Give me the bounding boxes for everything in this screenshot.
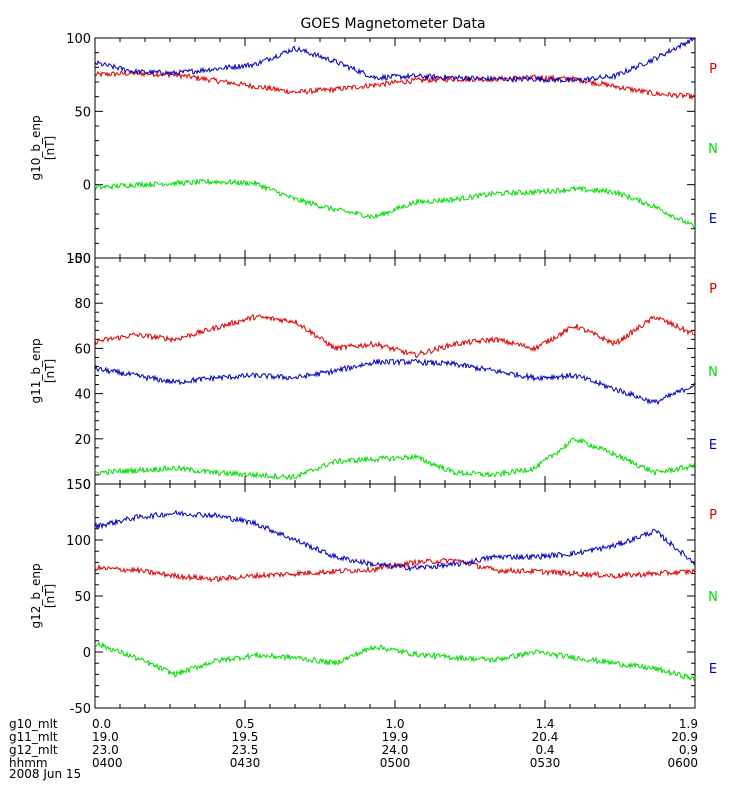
y-axis-label: g10_b_enp: [29, 115, 43, 180]
footer-cell: 0600: [667, 756, 698, 770]
y-tick-label: -50: [70, 252, 91, 267]
y-axis-label: g12_b_enp: [29, 563, 43, 628]
footer-cell: 0530: [530, 756, 561, 770]
footer-row-label: g12_mlt: [9, 743, 58, 757]
panel-g12_b_enp: -50 0 50 100 150 g12_b_enp [nT] P N E: [29, 478, 718, 717]
series-line-P: [95, 557, 695, 583]
y-axis-units: [nT]: [43, 359, 57, 383]
footer-cell: 23.0: [92, 743, 119, 757]
series-line-E: [95, 357, 695, 406]
y-tick-label: 40: [74, 388, 91, 403]
footer-cell: 1.9: [679, 717, 698, 731]
date-label: 2008 Jun 15: [9, 767, 81, 781]
series-line-E: [95, 38, 695, 84]
legend-entry-P: P: [709, 62, 717, 77]
y-tick-label: 80: [74, 297, 91, 312]
y-tick-label: 20: [74, 433, 91, 448]
footer-table: g10_mlt 0.0 0.5 1.0 1.4 1.9 g11_mlt 19.0 19.5 19.…: [9, 717, 698, 770]
footer-cell: 24.0: [382, 743, 409, 757]
footer-cell: 0400: [92, 756, 123, 770]
footer-row-g12_mlt: g12_mlt 23.0 23.5 24.0 0.4 0.9: [9, 743, 698, 757]
y-axis-label: g11_b_enp: [29, 338, 43, 403]
footer-cell: 0.0: [92, 717, 111, 731]
legend-entry-P: P: [709, 508, 717, 523]
y-tick-label: 0: [83, 646, 91, 661]
footer-cell: 0.5: [235, 717, 254, 731]
footer-cell: 19.5: [232, 730, 259, 744]
footer-cell: 19.9: [382, 730, 409, 744]
y-tick-label: 0: [83, 179, 91, 194]
series-line-E: [95, 509, 695, 572]
legend-entry-E: E: [709, 438, 717, 453]
panel-g10_b_enp: -50 0 50 100 g10_b_enp [nT] P N E: [29, 32, 718, 267]
footer-row-label: hhmm: [9, 756, 48, 770]
y-tick-label: 50: [74, 590, 91, 605]
y-tick-label: 50: [74, 105, 91, 120]
series-line-P: [95, 69, 695, 101]
y-tick-label: 100: [66, 252, 91, 267]
series-line-P: [95, 313, 695, 358]
series-line-N: [95, 177, 695, 230]
footer-cell: 1.0: [385, 717, 404, 731]
legend-entry-E: E: [709, 212, 717, 227]
footer-cell: 0430: [230, 756, 261, 770]
panel-frame: [94, 257, 696, 485]
footer-cell: 0500: [380, 756, 411, 770]
legend-entry-N: N: [708, 590, 718, 605]
panel-frame: [94, 483, 696, 709]
series-line-N: [95, 641, 695, 682]
legend-entry-N: N: [708, 365, 718, 380]
panel-g11_b_enp: 0 20 40 60 80 100 g11_b_enp [nT] P N E: [29, 252, 718, 493]
y-tick-label: 100: [66, 534, 91, 549]
y-tick-label: -50: [70, 702, 91, 717]
y-axis-units: [nT]: [43, 584, 57, 608]
chart-title: GOES Magnetometer Data: [300, 16, 485, 32]
y-tick-label: 60: [74, 342, 91, 357]
footer-cell: 0.9: [679, 743, 698, 757]
footer-cell: 19.0: [92, 730, 119, 744]
legend-entry-N: N: [708, 142, 718, 157]
series-line-N: [95, 437, 695, 481]
footer-cell: 20.9: [671, 730, 698, 744]
footer-row-g11_mlt: g11_mlt 19.0 19.5 19.9 20.4 20.9: [9, 730, 698, 744]
footer-cell: 1.4: [535, 717, 554, 731]
footer-cell: 23.5: [232, 743, 259, 757]
y-tick-label: 100: [66, 32, 91, 47]
y-tick-label: 0: [83, 478, 91, 493]
legend-entry-E: E: [709, 662, 717, 677]
panel-frame: [94, 37, 696, 259]
footer-row-label: g10_mlt: [9, 717, 58, 731]
footer-row-g10_mlt: g10_mlt 0.0 0.5 1.0 1.4 1.9: [9, 717, 698, 731]
legend-entry-P: P: [709, 282, 717, 297]
footer-cell: 0.4: [535, 743, 554, 757]
footer-cell: 20.4: [532, 730, 559, 744]
y-tick-label: 150: [66, 478, 91, 493]
y-axis-units: [nT]: [43, 136, 57, 160]
footer-row-label: g11_mlt: [9, 730, 58, 744]
footer-row-hhmm: hhmm 0400 0430 0500 0530 0600: [9, 756, 698, 770]
